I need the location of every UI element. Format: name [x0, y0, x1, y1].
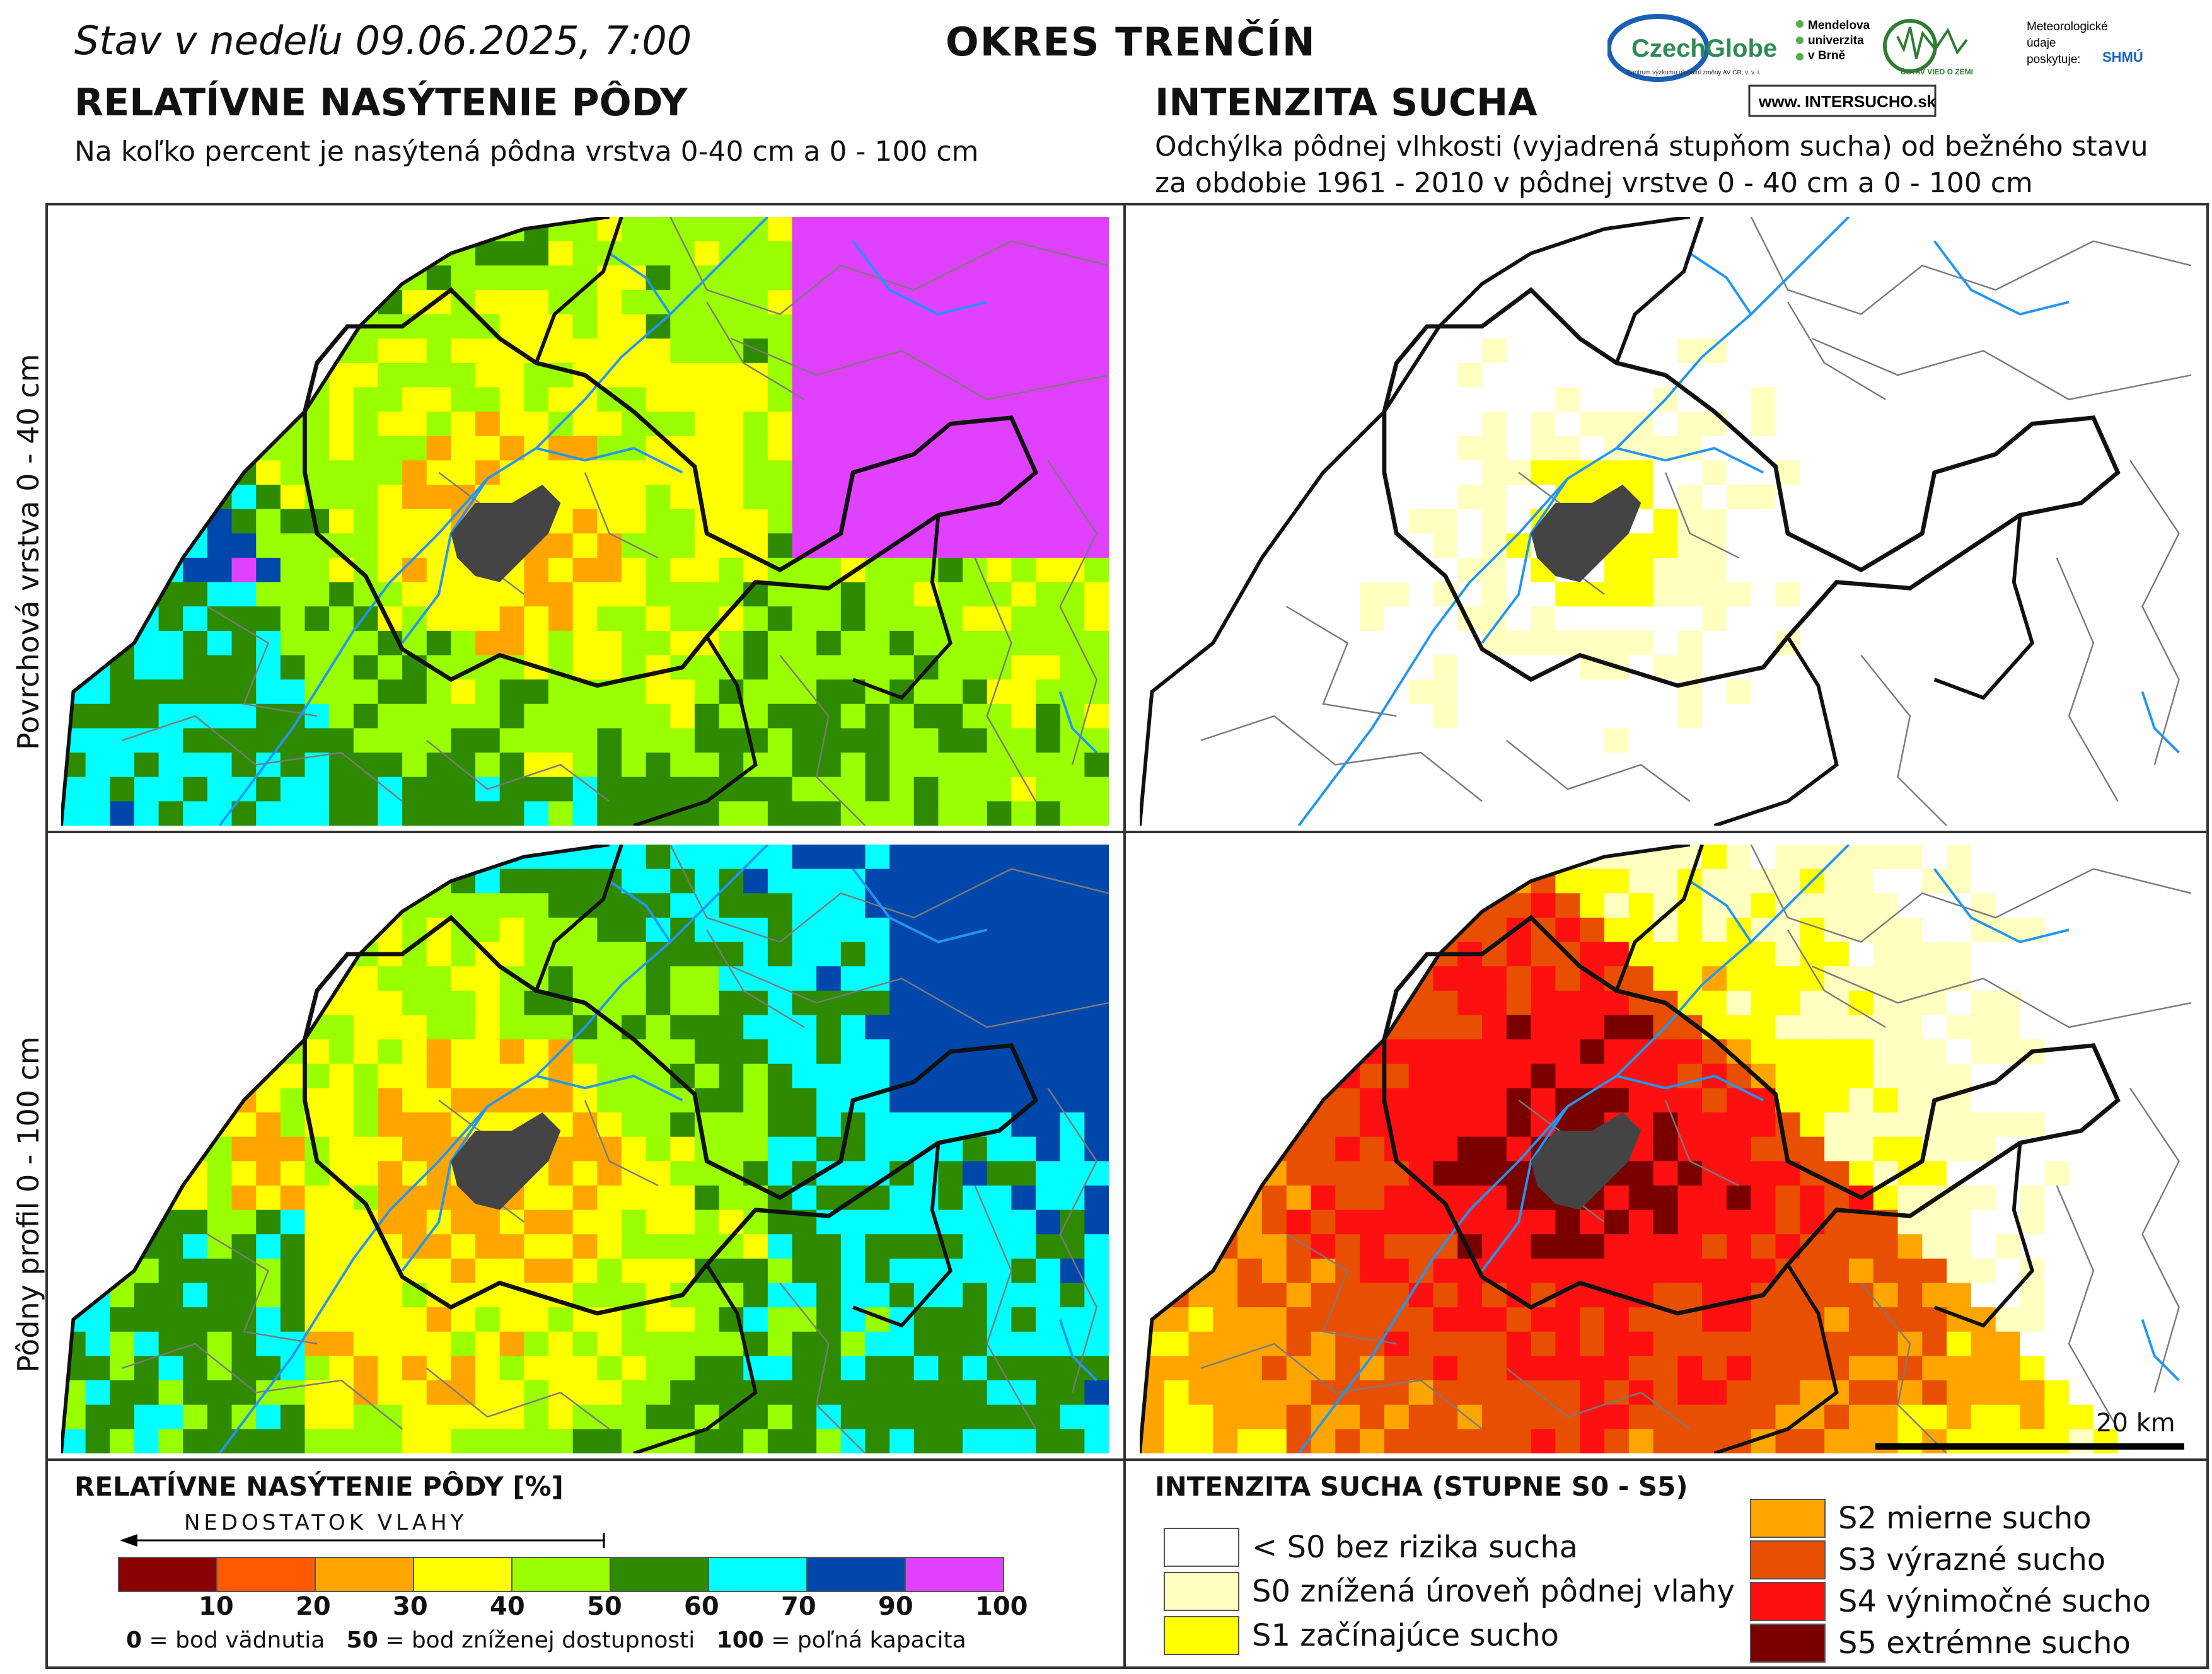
- svg-text:v Brně: v Brně: [1808, 49, 1845, 62]
- colorbar-class: [512, 1558, 611, 1591]
- legend-label: S3 výrazné sucho: [1838, 1542, 2106, 1578]
- drought-legend-title: INTENZITA SUCHA (STUPNE S0 - S5): [1155, 1471, 1688, 1502]
- colorbar-tick-label: 70: [781, 1592, 816, 1621]
- svg-text:SHMÚ: SHMÚ: [2102, 49, 2143, 65]
- right-section-subtitle-2: za obdobie 1961 - 2010 v pôdnej vrstve 0…: [1155, 167, 2033, 199]
- saturation-colorbar-ticks: 10 20 30 40 50 60 70 90 100: [118, 1592, 1028, 1621]
- map-saturation-profile: [61, 845, 1109, 1453]
- deficit-arrow: [120, 1533, 605, 1548]
- colorbar-class: [611, 1558, 709, 1591]
- right-section-subtitle-1: Odchýlka pôdnej vlhkosti (vyjadrená stup…: [1155, 130, 2148, 163]
- legend-swatch: [1750, 1540, 1826, 1579]
- left-section-subtitle: Na koľko percent je nasýtená pôdna vrstv…: [74, 136, 979, 168]
- legend-divider: [45, 1458, 2209, 1461]
- right-section-title: INTENZITA SUCHA: [1155, 81, 1537, 125]
- district-title: OKRES TRENČÍN: [946, 19, 1316, 65]
- svg-text:poskytuje:: poskytuje:: [2027, 53, 2081, 66]
- drought-legend-item: S1 začínajúce sucho: [1164, 1616, 1559, 1655]
- logo-strip: CzechGlobe Centrum výzkumu globální změn…: [1606, 11, 2150, 118]
- row-label-bottom: Pôdny profil 0 - 100 cm: [11, 1036, 45, 1373]
- left-section-title: RELATÍVNE NASÝTENIE PÔDY: [74, 81, 688, 125]
- vertical-divider: [1123, 203, 1126, 1669]
- colorbar-tick-label: 10: [199, 1592, 234, 1621]
- row-divider: [45, 831, 2209, 833]
- svg-text:Mendelova: Mendelova: [1808, 19, 1870, 32]
- drought-legend-item: S3 výrazné sucho: [1750, 1540, 2105, 1579]
- drought-legend-item: S4 výnimočné sucho: [1750, 1582, 2151, 1621]
- colorbar-tick-label: 30: [393, 1592, 428, 1621]
- scale-bar: [1875, 1443, 2184, 1450]
- svg-text:Centrum výzkumu globální změny: Centrum výzkumu globální změny AV ČR, v.…: [1626, 68, 1761, 76]
- colorbar-class: [906, 1558, 1003, 1591]
- legend-label: S0 znížená úroveň pôdnej vlahy: [1252, 1574, 1735, 1609]
- date-title: Stav v nedeľu 09.06.2025, 7:00: [74, 18, 692, 64]
- legend-swatch: [1164, 1572, 1239, 1611]
- colorbar-class: [709, 1558, 808, 1591]
- legend-label: S5 extrémne sucho: [1838, 1625, 2131, 1661]
- drought-legend-item: < S0 bez rizika sucha: [1164, 1528, 1578, 1567]
- colorbar-tick-label: 60: [684, 1592, 719, 1621]
- legend-swatch: [1164, 1528, 1239, 1567]
- scale-bar-label: 20 km: [2096, 1409, 2175, 1438]
- deficit-arrow-label: NEDOSTATOK VLAHY: [184, 1510, 468, 1535]
- colorbar-tick-label: 90: [878, 1592, 913, 1621]
- colorbar-class: [414, 1558, 512, 1591]
- czechglobe-logo-text: CzechGlobe: [1631, 35, 1777, 62]
- colorbar-class: [316, 1558, 414, 1591]
- colorbar-tick-label: 20: [296, 1592, 331, 1621]
- legend-label: S2 mierne sucho: [1838, 1501, 2092, 1536]
- saturation-notes: 0 = bod vädnutia 50 = bod zníženej dostu…: [126, 1627, 966, 1653]
- map-drought-topsoil: [1140, 217, 2191, 826]
- legend-swatch: [1750, 1624, 1826, 1663]
- svg-text:údaje: údaje: [2027, 37, 2056, 50]
- saturation-colorbar: [118, 1557, 1004, 1592]
- drought-legend: < S0 bez rizika sucha S0 znížená úroveň p…: [1164, 1499, 2185, 1669]
- partner-logos: CzechGlobe Centrum výzkumu globální změn…: [1606, 14, 2143, 117]
- legend-label: S4 výnimočné sucho: [1838, 1584, 2151, 1619]
- legend-label: < S0 bez rizika sucha: [1252, 1530, 1578, 1565]
- colorbar-tick-label: 50: [587, 1592, 622, 1621]
- svg-text:univerzita: univerzita: [1808, 34, 1864, 47]
- legend-label: S1 začínajúce sucho: [1252, 1618, 1559, 1653]
- colorbar-class: [119, 1558, 217, 1591]
- map-saturation-topsoil: [61, 217, 1109, 826]
- saturation-legend-title: RELATÍVNE NASÝTENIE PÔDY [%]: [74, 1471, 564, 1502]
- colorbar-tick-label: 100: [975, 1592, 1028, 1621]
- drought-legend-item: S5 extrémne sucho: [1750, 1624, 2131, 1663]
- colorbar-class: [217, 1558, 316, 1591]
- svg-text:Meteorologické: Meteorologické: [2027, 20, 2108, 33]
- figure-frame: [45, 203, 2209, 1669]
- svg-text:ÚSTAV VIED O ZEMI: ÚSTAV VIED O ZEMI: [1901, 67, 1973, 76]
- map-drought-profile: [1140, 845, 2191, 1453]
- legend-swatch: [1750, 1499, 1826, 1538]
- drought-legend-item: S2 mierne sucho: [1750, 1499, 2092, 1538]
- colorbar-tick-label: 40: [490, 1592, 525, 1621]
- legend-swatch: [1750, 1582, 1826, 1621]
- svg-text:www.INTERSUCHO.sk: www. INTERSUCHO.sk: [1758, 92, 1937, 111]
- drought-legend-item: S0 znížená úroveň pôdnej vlahy: [1164, 1572, 1735, 1611]
- legend-swatch: [1164, 1616, 1239, 1655]
- row-label-top: Povrchová vrstva 0 - 40 cm: [11, 354, 45, 750]
- colorbar-class: [808, 1558, 906, 1591]
